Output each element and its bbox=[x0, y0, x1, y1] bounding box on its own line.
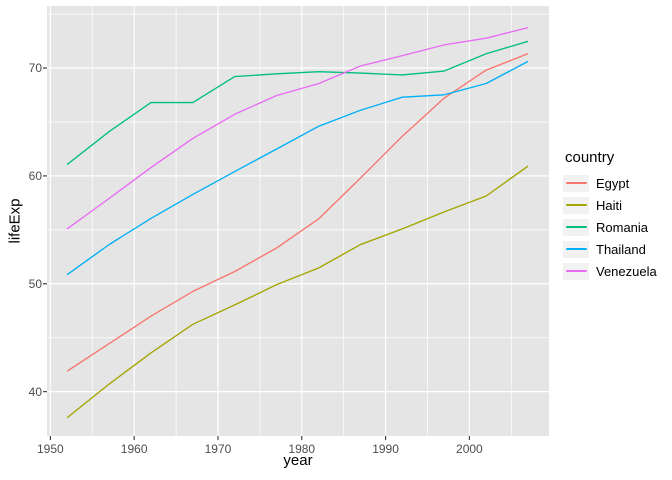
series-line-romania bbox=[66, 40, 529, 166]
x-axis-tick-label: 1990 bbox=[372, 442, 399, 456]
legend-key-line-icon bbox=[565, 226, 587, 228]
legend-key-haiti bbox=[563, 196, 589, 214]
legend-key-thailand bbox=[563, 240, 589, 258]
legend: country Egypt Haiti Romania Thailand Venezue… bbox=[563, 149, 657, 282]
legend-key-romania bbox=[563, 218, 589, 236]
y-axis-title: lifeExp bbox=[6, 198, 24, 244]
legend-key-venezuela bbox=[563, 262, 589, 280]
y-axis-tick-label: 70 bbox=[28, 61, 42, 76]
x-axis-tick-label: 1970 bbox=[204, 442, 232, 456]
y-axis-tick-label: 50 bbox=[28, 276, 42, 291]
legend-row-thailand: Thailand bbox=[563, 238, 657, 260]
y-axis-tick-label: 60 bbox=[28, 168, 42, 183]
legend-row-romania: Romania bbox=[563, 216, 657, 238]
y-axis-tick-label: 40 bbox=[28, 384, 42, 399]
legend-key-line-icon bbox=[565, 248, 587, 250]
legend-title: country bbox=[565, 149, 615, 166]
x-axis-tick-label: 1960 bbox=[120, 442, 148, 456]
legend-label: Egypt bbox=[596, 175, 630, 191]
series-line-venezuela bbox=[66, 26, 529, 230]
legend-row-egypt: Egypt bbox=[563, 172, 657, 194]
legend-label: Romania bbox=[596, 219, 649, 235]
legend-key-line-icon bbox=[565, 270, 587, 272]
legend-row-haiti: Haiti bbox=[563, 194, 657, 216]
plot-panel bbox=[47, 6, 549, 436]
x-axis-title: year bbox=[283, 452, 313, 469]
legend-row-venezuela: Venezuela bbox=[563, 260, 657, 282]
x-axis-tick-label: 2000 bbox=[456, 442, 483, 456]
legend-label: Venezuela bbox=[596, 263, 657, 279]
series-line-thailand bbox=[66, 60, 529, 276]
legend-key-line-icon bbox=[565, 204, 587, 206]
legend-entries: Egypt Haiti Romania Thailand Venezuela bbox=[563, 172, 657, 282]
legend-label: Thailand bbox=[596, 241, 646, 257]
x-axis-tick-label: 1980 bbox=[288, 442, 316, 456]
series-line-haiti bbox=[66, 165, 529, 419]
legend-key-egypt bbox=[563, 174, 589, 192]
x-axis-tick-label: 1950 bbox=[36, 442, 64, 456]
legend-key-line-icon bbox=[565, 182, 587, 184]
legend-label: Haiti bbox=[596, 197, 623, 213]
